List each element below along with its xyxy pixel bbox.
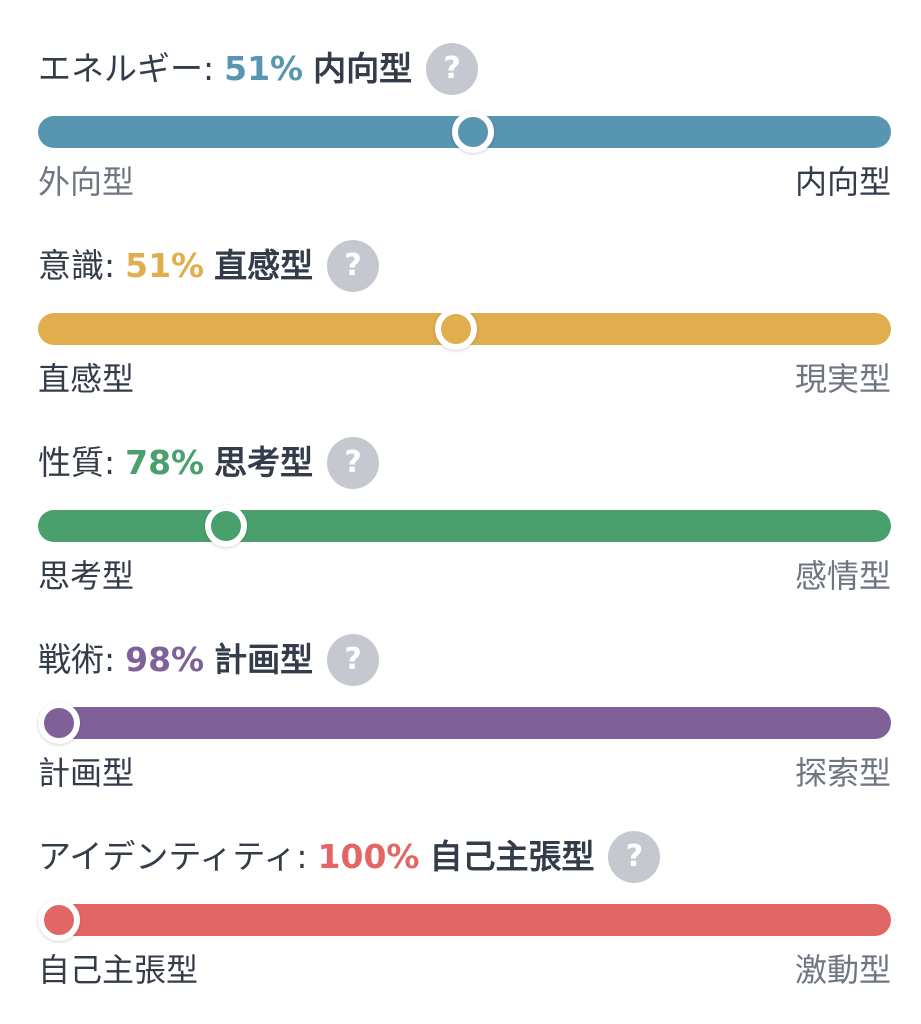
trait-left-label: 計画型 xyxy=(38,754,135,792)
trait-name: アイデンティティ xyxy=(38,837,297,876)
trait-left-label: 外向型 xyxy=(38,163,135,201)
trait-name: エネルギー xyxy=(38,49,203,88)
trait-slider-knob[interactable] xyxy=(452,111,495,153)
trait-percent: 100% xyxy=(317,837,420,876)
help-question-icon[interactable]: ? xyxy=(426,43,479,95)
trait-left-label: 思考型 xyxy=(38,557,135,595)
trait-name: 意識 xyxy=(38,246,104,285)
trait-right-label: 現実型 xyxy=(794,360,891,398)
trait-colon: : xyxy=(296,837,308,876)
trait-slider-knob[interactable] xyxy=(38,702,81,744)
trait-header: エネルギー:51% 内向型 ? xyxy=(38,43,479,95)
trait-slider-knob[interactable] xyxy=(434,308,477,350)
trait-percent: 51% xyxy=(224,49,304,88)
trait-type: 思考型 xyxy=(214,443,314,482)
trait-left-label: 直感型 xyxy=(38,360,135,398)
trait-nature: 性質:78% 思考型 ? 思考型 感情型 xyxy=(38,437,891,598)
trait-colon: : xyxy=(104,640,116,679)
help-question-icon[interactable]: ? xyxy=(327,437,380,489)
trait-header: アイデンティティ:100% 自己主張型 ? xyxy=(38,831,661,883)
trait-slider-knob[interactable] xyxy=(204,505,247,547)
trait-right-label: 感情型 xyxy=(794,557,891,595)
trait-slider-track[interactable] xyxy=(38,702,891,744)
trait-colon: : xyxy=(104,246,116,285)
trait-slider-track[interactable] xyxy=(38,899,891,941)
trait-type: 計画型 xyxy=(214,640,314,679)
trait-header: 意識:51% 直感型 ? xyxy=(38,240,380,292)
trait-type: 内向型 xyxy=(313,49,413,88)
trait-mind: 意識:51% 直感型 ? 直感型 現実型 xyxy=(38,240,891,401)
trait-name: 性質 xyxy=(38,443,104,482)
trait-slider-knob[interactable] xyxy=(38,899,81,941)
trait-slider-track[interactable] xyxy=(38,111,891,153)
trait-left-label: 自己主張型 xyxy=(38,951,199,989)
trait-right-label: 内向型 xyxy=(794,163,891,201)
trait-percent: 98% xyxy=(125,640,205,679)
trait-name: 戦術 xyxy=(38,640,104,679)
help-question-icon[interactable]: ? xyxy=(327,634,380,686)
trait-right-label: 探索型 xyxy=(794,754,891,792)
trait-colon: : xyxy=(104,443,116,482)
trait-identity: アイデンティティ:100% 自己主張型 ? 自己主張型 激動型 xyxy=(38,831,891,992)
trait-type: 自己主張型 xyxy=(429,837,595,876)
help-question-icon[interactable]: ? xyxy=(608,831,661,883)
trait-right-label: 激動型 xyxy=(794,951,891,989)
trait-percent: 78% xyxy=(125,443,205,482)
help-question-icon[interactable]: ? xyxy=(327,240,380,292)
trait-tactics: 戦術:98% 計画型 ? 計画型 探索型 xyxy=(38,634,891,795)
trait-colon: : xyxy=(203,49,215,88)
trait-percent: 51% xyxy=(125,246,205,285)
trait-header: 性質:78% 思考型 ? xyxy=(38,437,380,489)
trait-slider-track[interactable] xyxy=(38,505,891,547)
trait-energy: エネルギー:51% 内向型 ? 外向型 内向型 xyxy=(38,43,891,204)
trait-slider-track[interactable] xyxy=(38,308,891,350)
trait-header: 戦術:98% 計画型 ? xyxy=(38,634,380,686)
trait-type: 直感型 xyxy=(214,246,314,285)
